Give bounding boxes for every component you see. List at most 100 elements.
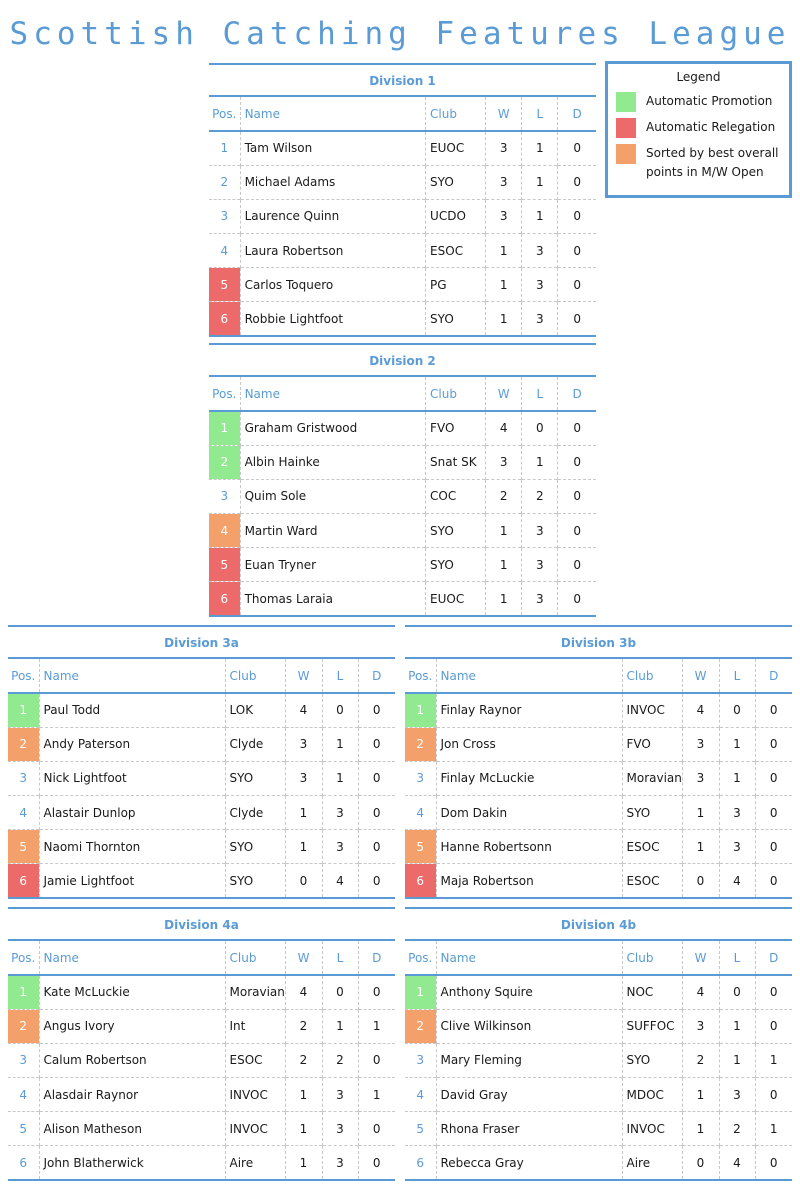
losses-cell: 3 bbox=[521, 513, 558, 548]
club-cell: PG bbox=[425, 267, 486, 302]
wins-header: W bbox=[681, 941, 719, 976]
wins-cell: 4 bbox=[681, 975, 719, 1010]
standings-table: Division 1 Pos. Name Club W L D 1 Tam Wilson EUOC… bbox=[209, 63, 596, 338]
legend-label: Sorted by best overall points in M/W Ope… bbox=[646, 146, 779, 179]
header-row: Pos. Name Club W L D bbox=[8, 941, 395, 976]
table-row: 4 Laura Robertson ESOC 1 3 0 bbox=[209, 233, 596, 268]
draws-cell: 0 bbox=[557, 444, 596, 480]
table-row: 3 Laurence Quinn UCDO 3 1 0 bbox=[209, 198, 596, 234]
player-name: Alison Matheson bbox=[38, 1111, 225, 1146]
losses-header: L bbox=[521, 97, 558, 132]
position-cell: 6 bbox=[209, 301, 241, 338]
wins-cell: 1 bbox=[284, 1111, 322, 1146]
player-name: Maja Robertson bbox=[435, 863, 622, 900]
draws-header: D bbox=[754, 659, 792, 694]
losses-header: L bbox=[521, 377, 558, 412]
table-row: 1 Tam Wilson EUOC 3 1 0 bbox=[209, 131, 596, 166]
table-row: 5 Rhona Fraser INVOC 1 2 1 bbox=[405, 1111, 792, 1146]
position-cell: 6 bbox=[405, 863, 436, 900]
division-4a-table: Division 4a Pos. Name Club W L D 1 Kate McLuckie… bbox=[8, 907, 395, 1182]
standings-table: Division 4a Pos. Name Club W L D 1 Kate McLuckie… bbox=[8, 907, 395, 1182]
pos-header: Pos. bbox=[8, 659, 39, 694]
division-3b-table: Division 3b Pos. Name Club W L D 1 Finlay Raynor… bbox=[405, 625, 792, 900]
position-cell: 5 bbox=[209, 547, 241, 582]
position-cell: 1 bbox=[8, 975, 39, 1010]
losses-header: L bbox=[321, 659, 358, 694]
wins-cell: 1 bbox=[284, 1077, 322, 1112]
player-name: Alasdair Raynor bbox=[38, 1077, 225, 1112]
name-header: Name bbox=[435, 659, 622, 694]
club-cell: SYO bbox=[224, 863, 285, 900]
division-1-table: Division 1 Pos. Name Club W L D 1 Tam Wilson EUOC… bbox=[209, 63, 596, 338]
losses-header: L bbox=[321, 941, 358, 976]
club-cell: EUOC bbox=[425, 131, 486, 166]
wins-cell: 4 bbox=[681, 693, 719, 728]
draws-cell: 0 bbox=[557, 513, 596, 548]
draws-header: D bbox=[557, 377, 596, 412]
club-cell: ESOC bbox=[621, 829, 682, 864]
club-cell: SYO bbox=[621, 1042, 682, 1078]
losses-cell: 1 bbox=[521, 198, 558, 234]
table-row: 3 Nick Lightfoot SYO 3 1 0 bbox=[8, 760, 395, 796]
table-row: 6 Thomas Laraia EUOC 1 3 0 bbox=[209, 581, 596, 618]
draws-cell: 0 bbox=[357, 1145, 395, 1182]
position-cell: 1 bbox=[405, 693, 436, 728]
draws-cell: 0 bbox=[557, 478, 596, 514]
draws-cell: 0 bbox=[357, 863, 395, 900]
losses-cell: 3 bbox=[521, 301, 558, 338]
draws-cell: 0 bbox=[357, 1111, 395, 1146]
club-cell: ESOC bbox=[425, 233, 486, 268]
table-row: 3 Finlay McLuckie Moravian 3 1 0 bbox=[405, 760, 792, 796]
wins-cell: 1 bbox=[284, 1145, 322, 1182]
name-header: Name bbox=[38, 659, 225, 694]
losses-cell: 1 bbox=[521, 131, 558, 166]
wins-cell: 3 bbox=[485, 131, 522, 166]
losses-cell: 3 bbox=[521, 547, 558, 582]
position-cell: 6 bbox=[405, 1145, 436, 1182]
legend: Legend Automatic Promotion Automatic Rel… bbox=[605, 61, 792, 198]
draws-cell: 0 bbox=[357, 693, 395, 728]
standings-table: Division 3b Pos. Name Club W L D 1 Finlay Raynor… bbox=[405, 625, 792, 900]
player-name: Nick Lightfoot bbox=[38, 760, 225, 796]
draws-cell: 1 bbox=[357, 1077, 395, 1112]
table-row: 3 Calum Robertson ESOC 2 2 0 bbox=[8, 1042, 395, 1078]
header-row: Pos. Name Club W L D bbox=[209, 377, 596, 412]
draws-header: D bbox=[357, 941, 395, 976]
legend-item-sorted: Sorted by best overall points in M/W Ope… bbox=[616, 144, 781, 182]
position-cell: 6 bbox=[8, 1145, 39, 1182]
player-name: Rhona Fraser bbox=[435, 1111, 622, 1146]
position-cell: 5 bbox=[405, 1111, 436, 1146]
wins-header: W bbox=[284, 941, 322, 976]
wins-header: W bbox=[485, 97, 522, 132]
position-cell: 5 bbox=[8, 1111, 39, 1146]
club-cell: Aire bbox=[224, 1145, 285, 1182]
losses-cell: 0 bbox=[718, 975, 755, 1010]
losses-cell: 1 bbox=[521, 444, 558, 480]
club-cell: SYO bbox=[224, 829, 285, 864]
position-cell: 5 bbox=[8, 829, 39, 864]
draws-cell: 0 bbox=[557, 301, 596, 338]
losses-cell: 4 bbox=[718, 1145, 755, 1182]
wins-cell: 2 bbox=[681, 1042, 719, 1078]
losses-cell: 4 bbox=[718, 863, 755, 900]
player-name: Quim Sole bbox=[239, 478, 426, 514]
draws-cell: 0 bbox=[557, 164, 596, 200]
promotion-swatch bbox=[616, 92, 636, 112]
legend-item-relegation: Automatic Relegation bbox=[616, 118, 781, 138]
player-name: Andy Paterson bbox=[38, 726, 225, 762]
losses-cell: 1 bbox=[321, 1008, 358, 1044]
position-cell: 4 bbox=[405, 1077, 436, 1112]
losses-cell: 3 bbox=[321, 1111, 358, 1146]
draws-cell: 0 bbox=[557, 233, 596, 268]
club-cell: SYO bbox=[621, 795, 682, 830]
player-name: Tam Wilson bbox=[239, 131, 426, 166]
player-name: Finlay Raynor bbox=[435, 693, 622, 728]
draws-cell: 0 bbox=[357, 1042, 395, 1078]
table-row: 4 Alastair Dunlop Clyde 1 3 0 bbox=[8, 795, 395, 830]
club-cell: FVO bbox=[425, 411, 486, 446]
position-cell: 2 bbox=[405, 1008, 436, 1044]
wins-cell: 4 bbox=[485, 411, 522, 446]
draws-cell: 1 bbox=[754, 1042, 792, 1078]
standings-table: Division 2 Pos. Name Club W L D 1 Graham Gristwo… bbox=[209, 343, 596, 618]
position-cell: 4 bbox=[209, 233, 241, 268]
